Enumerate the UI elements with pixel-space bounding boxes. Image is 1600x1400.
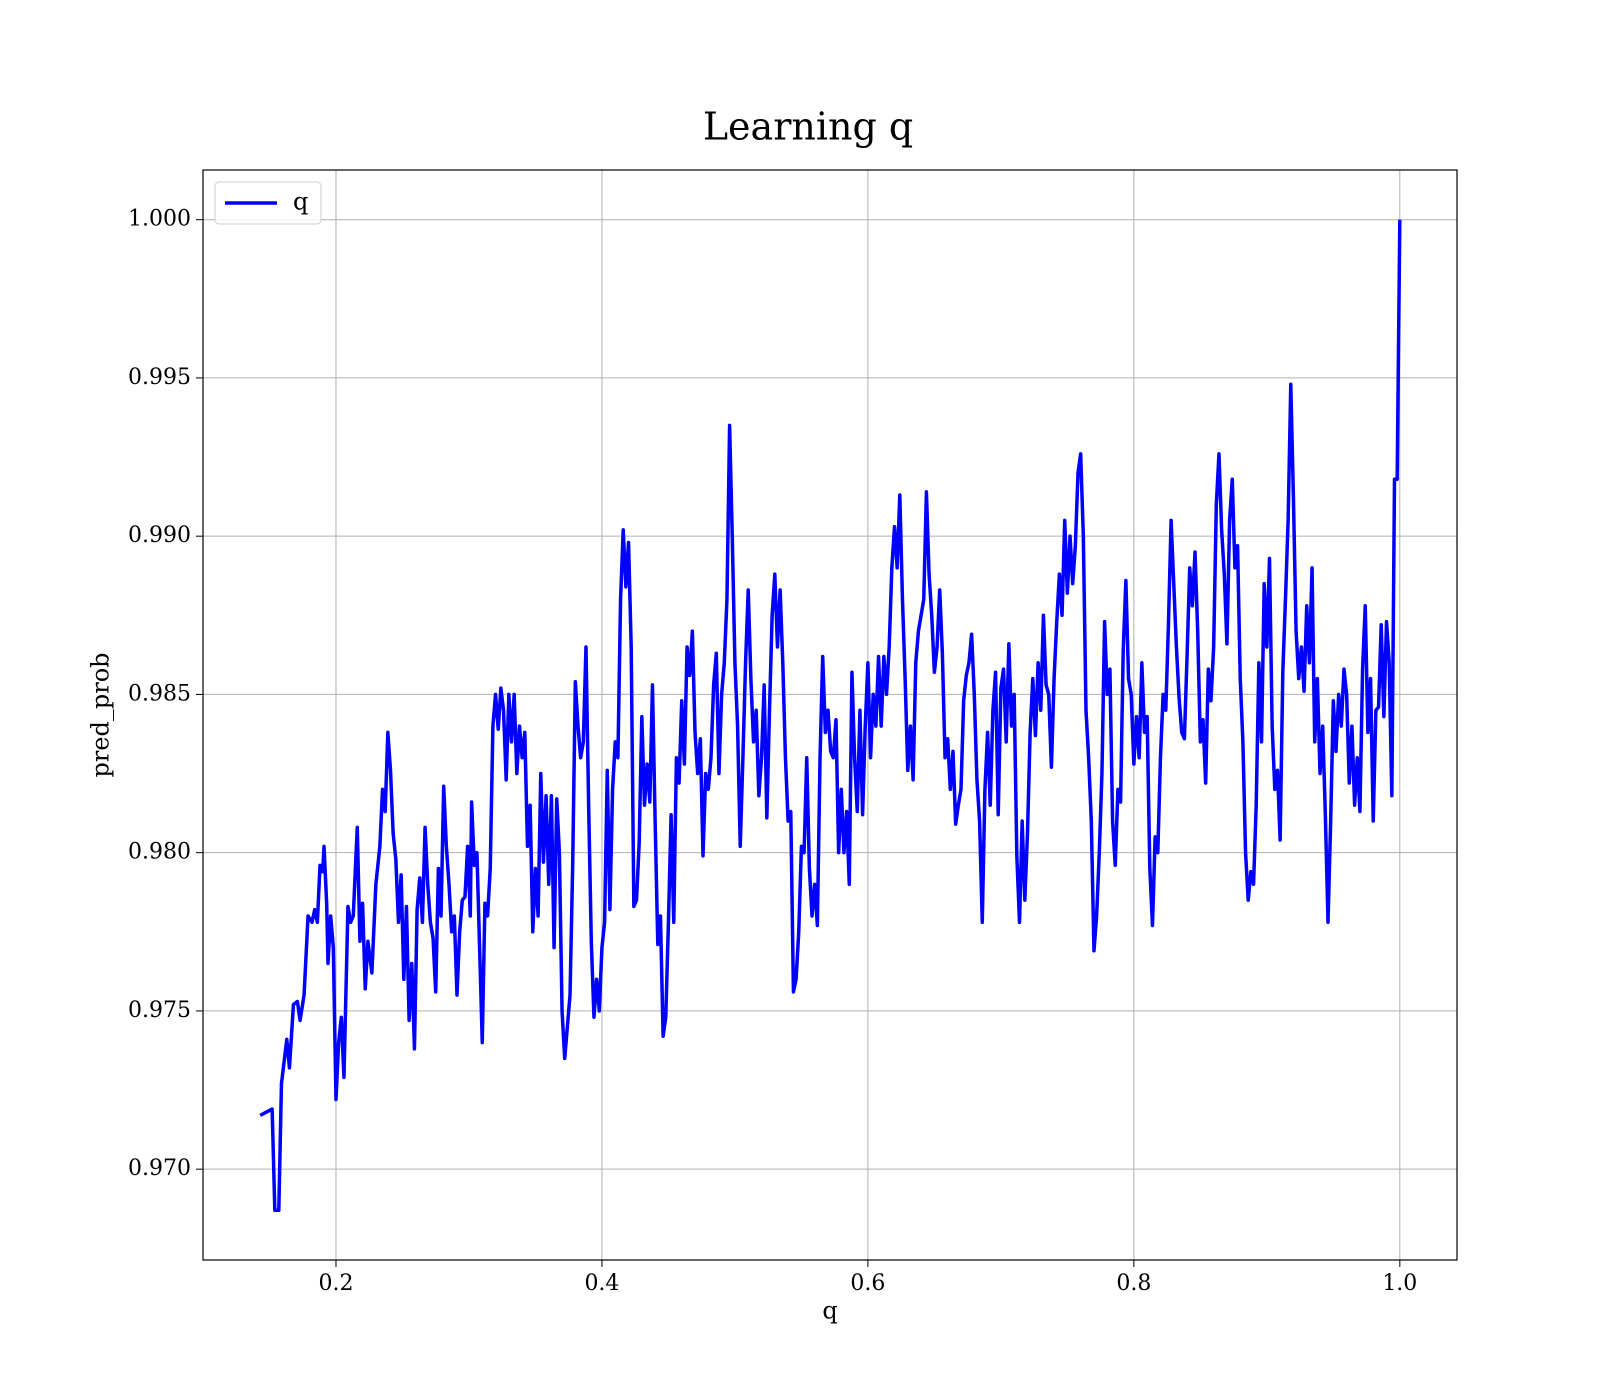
data-line (259, 219, 1402, 1213)
x-axis-label: q (822, 1297, 837, 1325)
x-tick-label: 0.8 (1116, 1271, 1151, 1296)
y-tick-label: 1.000 (128, 207, 191, 232)
y-axis-label: pred_prob (87, 652, 115, 777)
x-tick-label: 1.0 (1382, 1271, 1417, 1296)
plot-frame (202, 169, 1458, 1261)
legend-label: q (293, 188, 308, 216)
y-tick-label: 0.980 (128, 840, 191, 865)
y-tick-label: 0.970 (128, 1156, 191, 1181)
y-tick-label: 0.975 (128, 998, 191, 1023)
x-tick-label: 0.6 (850, 1271, 885, 1296)
y-tick-label: 0.985 (128, 681, 191, 706)
chart-title: Learning q (703, 105, 913, 149)
x-tick-label: 0.4 (584, 1271, 619, 1296)
y-tick-label: 0.990 (128, 523, 191, 548)
y-tick-label: 0.995 (128, 365, 191, 390)
x-tick-label: 0.2 (318, 1271, 353, 1296)
